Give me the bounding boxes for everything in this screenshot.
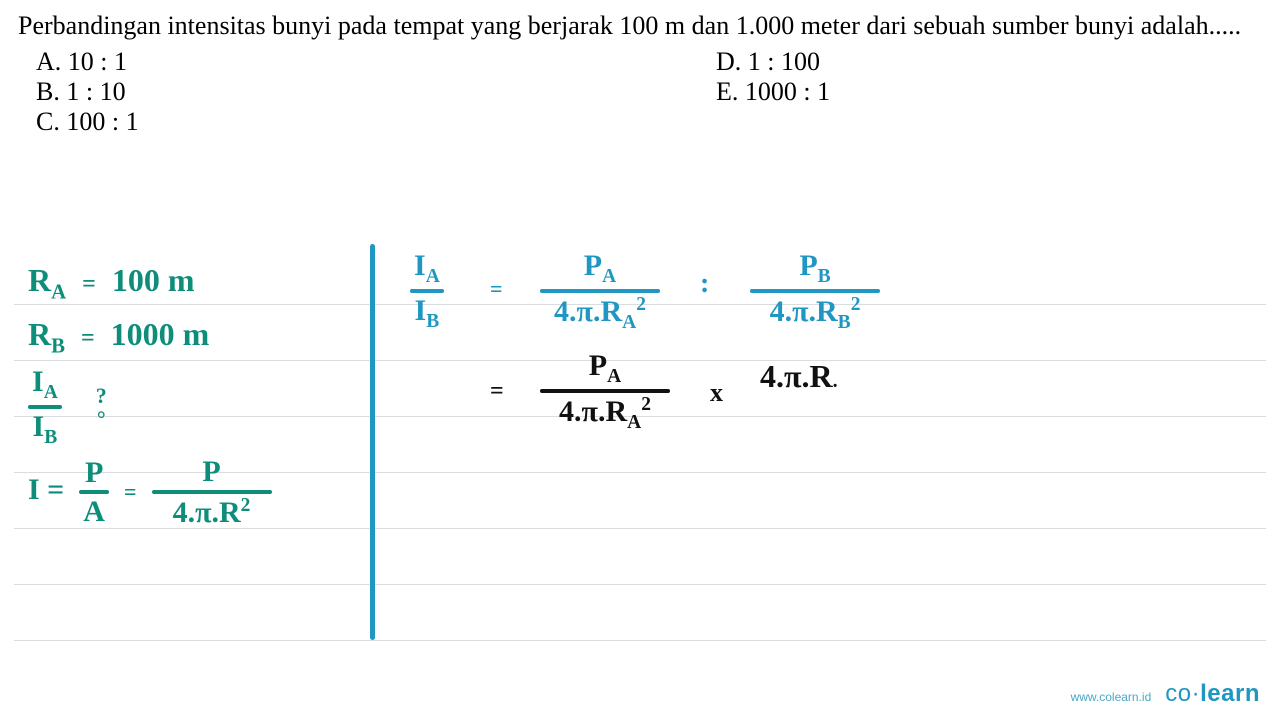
given-ra: RA = 100 m xyxy=(28,262,194,304)
work-frac-pa2: PA 4.π.RA2 xyxy=(540,350,670,434)
ruled-line xyxy=(14,584,1266,585)
footer-brand: www.colearn.id co·learn xyxy=(1071,680,1260,708)
work-eq1: = xyxy=(490,276,503,302)
option-c: C. 100 : 1 xyxy=(36,107,716,137)
option-d: D. 1 : 100 xyxy=(716,47,820,77)
work-line1-lhs: IA IB xyxy=(410,250,444,333)
ruled-line xyxy=(14,640,1266,641)
work-frac-pb: PB 4.π.RB2 xyxy=(750,250,880,334)
work-frac-pa: PA 4.π.RA2 xyxy=(540,250,660,334)
work-eq2: = xyxy=(490,378,504,405)
formula-intensity: I = P A = P 4.π.R2 xyxy=(28,456,272,528)
option-a: A. 10 : 1 xyxy=(36,47,716,77)
footer-url: www.colearn.id xyxy=(1071,690,1152,704)
work-x: x xyxy=(710,378,723,408)
given-rb: RB = 1000 m xyxy=(28,316,209,358)
question-text: Perbandingan intensitas bunyi pada tempa… xyxy=(0,0,1280,43)
divider-line xyxy=(370,244,375,640)
ruled-paper: RA = 100 m RB = 1000 m IA IB ? ° I = P A… xyxy=(0,248,1280,678)
option-b: B. 1 : 10 xyxy=(36,77,716,107)
given-ia-ib: IA IB ? ° xyxy=(28,366,111,449)
work-colon: : xyxy=(700,268,709,300)
options-block: A. 10 : 1 D. 1 : 100 B. 1 : 10 E. 1000 :… xyxy=(0,43,1280,137)
option-e: E. 1000 : 1 xyxy=(716,77,830,107)
brand-logo: co·learn xyxy=(1165,680,1260,708)
work-4pir: 4.π.R. xyxy=(760,358,838,395)
